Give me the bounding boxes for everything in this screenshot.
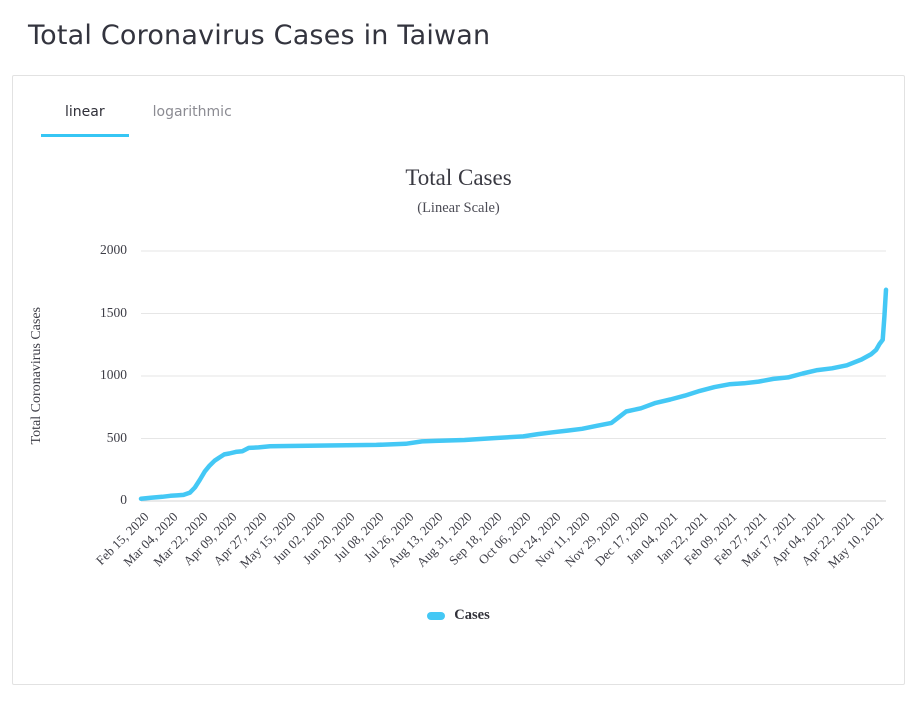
scale-tabs: linear logarithmic bbox=[41, 92, 898, 137]
legend-marker-cases bbox=[427, 611, 446, 620]
y-tick-label: 0 bbox=[120, 492, 127, 507]
y-tick-label: 2000 bbox=[100, 242, 127, 257]
page-title: Total Coronavirus Cases in Taiwan bbox=[28, 20, 491, 51]
chart-title: Total Cases bbox=[405, 165, 512, 190]
plot-area: Total Coronavirus Cases 0 500 1000 1500 2000… bbox=[29, 242, 889, 571]
chart-card: linear logarithmic Total Cases (Linear S… bbox=[12, 75, 905, 685]
y-tick-label: 500 bbox=[106, 429, 127, 445]
chart-subtitle: (Linear Scale) bbox=[417, 200, 500, 216]
y-axis-title: Total Coronavirus Cases bbox=[29, 307, 44, 445]
tab-linear[interactable]: linear bbox=[41, 92, 129, 137]
page: Total Coronavirus Cases in Taiwan linear… bbox=[12, 20, 905, 685]
legend-item-cases[interactable]: Cases bbox=[19, 607, 898, 624]
y-tick-label: 1000 bbox=[100, 367, 127, 382]
legend-label-cases: Cases bbox=[454, 607, 490, 623]
cases-line bbox=[138, 287, 889, 502]
y-tick-label: 1500 bbox=[100, 304, 127, 320]
tab-logarithmic[interactable]: logarithmic bbox=[152, 104, 232, 120]
plot-svg bbox=[138, 250, 889, 502]
